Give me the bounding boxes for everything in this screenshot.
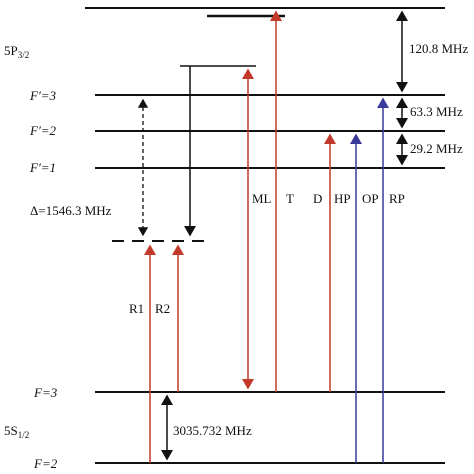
spacing-label: 120.8 MHz [409, 41, 468, 56]
transition-label: HP [334, 191, 351, 206]
level-label: F′=3 [29, 88, 57, 103]
level-label: F′=2 [29, 123, 57, 138]
transition-label: RP [389, 191, 405, 206]
level-label: F=2 [33, 456, 58, 471]
transition-label: R2 [155, 301, 170, 316]
transition-label: D [313, 191, 322, 206]
manifold-label: 5S1/2 [4, 423, 29, 440]
transition-label: OP [362, 191, 379, 206]
transition-label: ML [252, 191, 272, 206]
spacing-label: 3035.732 MHz [173, 423, 252, 438]
level-label: F=3 [33, 385, 58, 400]
spacing-label: 29.2 MHz [410, 141, 463, 156]
manifold-label: 5P3/2 [4, 43, 29, 60]
level-label: F′=1 [29, 160, 56, 175]
detuning-label: Δ=1546.3 MHz [30, 203, 112, 218]
transition-label: R1 [129, 301, 144, 316]
transition-label: T [286, 191, 294, 206]
spacing-label: 63.3 MHz [410, 104, 463, 119]
